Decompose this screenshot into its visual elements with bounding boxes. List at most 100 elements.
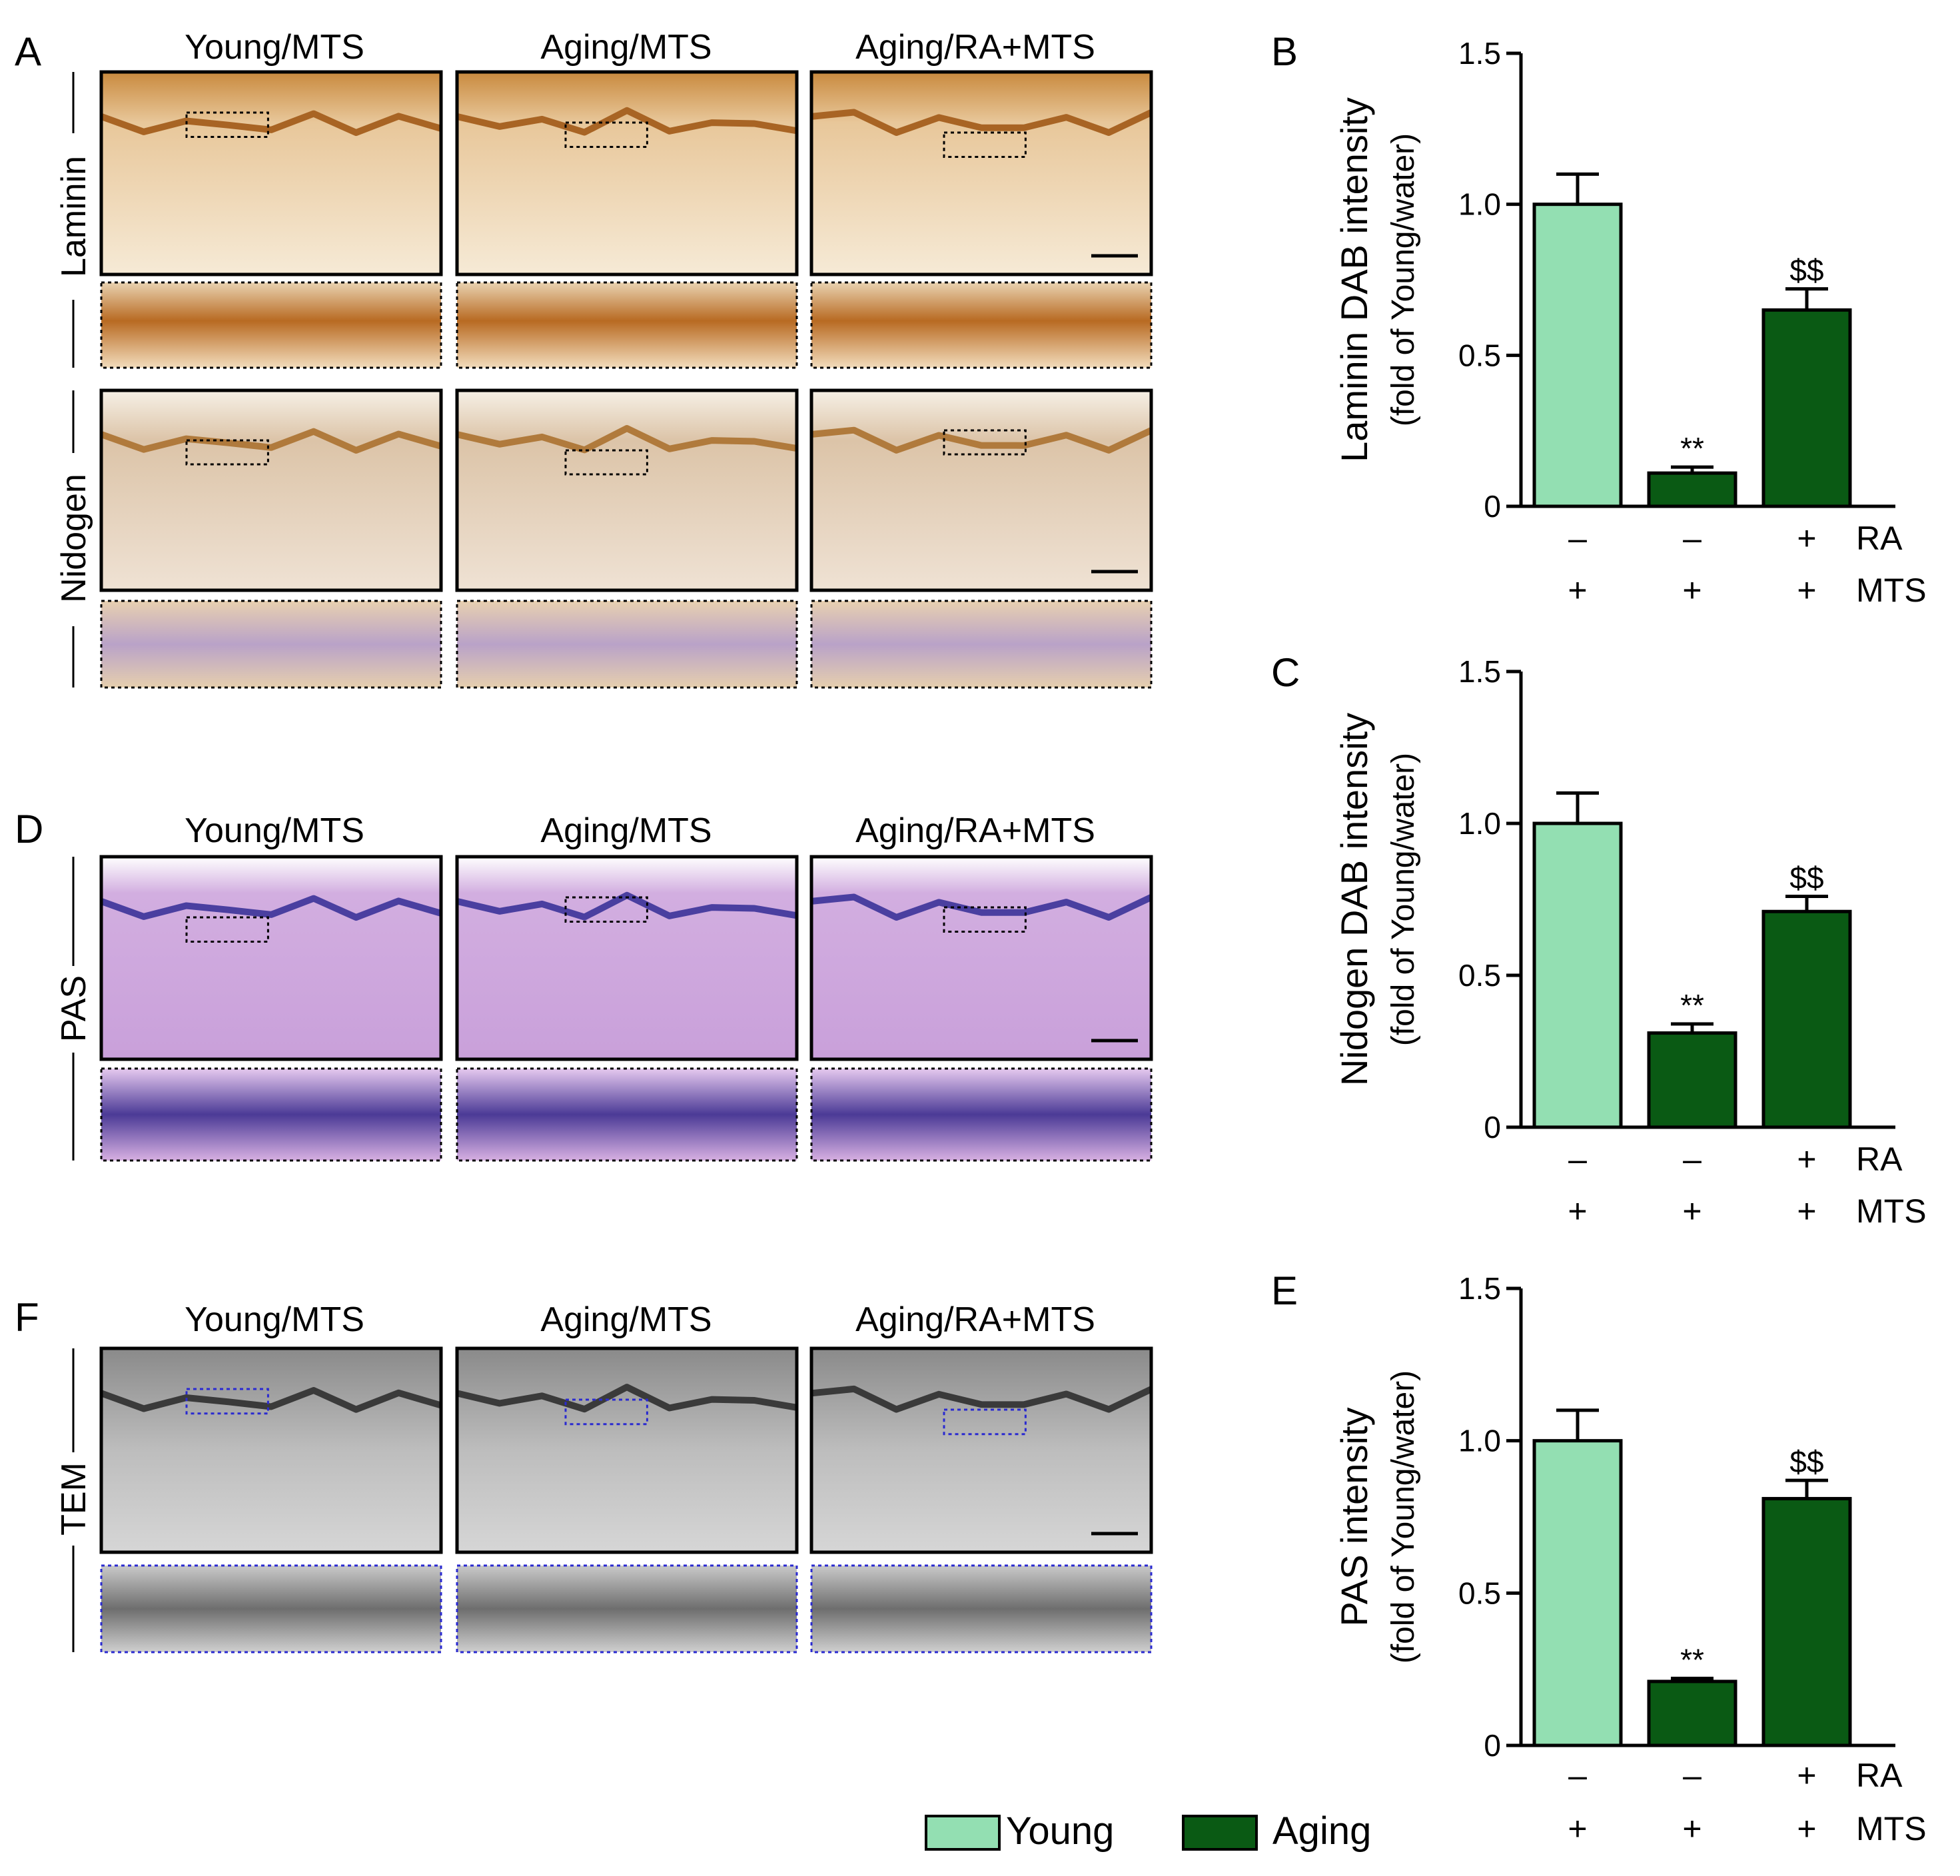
row-label-nidogen: Nidogen [55, 390, 93, 688]
bar-charts: 0 0.5 1.0 1.5 Laminin DAB intensity (fold of … [1333, 36, 1927, 1847]
chart-panel-b: 0 0.5 1.0 1.5 Laminin DAB intensity (fold of … [1333, 36, 1927, 609]
pas-epidermis-line [811, 893, 1153, 921]
bar-aging-ra-mts [1761, 909, 1852, 1129]
bar-aging-mts [1647, 471, 1737, 508]
nidogen-zoom-image [457, 601, 797, 688]
pas-zoom-frame [100, 1067, 442, 1162]
panel-label-e: E [1271, 1268, 1298, 1313]
condition-name-mts: MTS [1856, 1810, 1927, 1847]
pas-zoom-frame [810, 1067, 1153, 1162]
col-title-aging-ra: Aging/RA+MTS [855, 1300, 1095, 1339]
row-label-bg [60, 1452, 87, 1546]
panel-label-a: A [15, 29, 41, 74]
y-axis-label: PAS intensity [1333, 1408, 1375, 1627]
nidogen-zoom-box [943, 429, 1027, 456]
laminin-zoom-frame [100, 281, 442, 369]
bar-aging-mts [1647, 1679, 1737, 1747]
bar-young-mts [1532, 821, 1623, 1129]
tem-image-frame [99, 1346, 443, 1554]
y-tick-label: 1.5 [1458, 654, 1501, 689]
y-axis-label-sub: (fold of Young/water) [1386, 1370, 1421, 1663]
tem-zoom-frame [100, 1564, 442, 1653]
tem-epidermis-line [456, 1384, 797, 1413]
legend-swatch-young [925, 1815, 1001, 1851]
nidogen-epidermis-line [456, 425, 797, 454]
condition-sign: + [1568, 572, 1587, 609]
significance-label: ** [1680, 1642, 1704, 1677]
y-tick-label: 1.0 [1458, 187, 1501, 222]
tem-image-frame [455, 1346, 799, 1554]
legend: Young Aging [925, 1809, 1371, 1853]
pas-zoom-box [185, 916, 269, 943]
nidogen-zoom-frame [456, 600, 798, 689]
tem-zoom-box [185, 1388, 269, 1415]
row-label-bg [60, 133, 87, 300]
row-label-bg [60, 453, 87, 626]
significance-label: ** [1680, 988, 1704, 1023]
bar-aging-ra-mts [1761, 308, 1852, 508]
bar-young-mts [1532, 1439, 1623, 1747]
tem-zoom-frame [456, 1564, 798, 1653]
tem-zoom-frame [810, 1564, 1153, 1653]
bar-aging-mts [1647, 1031, 1737, 1129]
nidogen-zoom-frame [810, 600, 1153, 689]
laminin-image-frame [809, 70, 1153, 276]
tem-epidermis-line [100, 1387, 442, 1413]
condition-sign: – [1683, 1757, 1702, 1794]
laminin-image [811, 72, 1151, 274]
laminin-zoom-box [943, 131, 1027, 158]
laminin-zoom-image [457, 282, 797, 368]
panel-label-c: C [1271, 650, 1300, 695]
col-title-aging-ra: Aging/RA+MTS [855, 811, 1095, 850]
nidogen-image [101, 390, 441, 590]
nidogen-image-frame [99, 388, 443, 592]
tem-image [101, 1348, 441, 1552]
nidogen-image-frame [455, 388, 799, 592]
condition-sign: + [1797, 520, 1816, 557]
condition-sign: + [1797, 572, 1816, 609]
pas-image [811, 857, 1151, 1059]
row-label-bg [60, 966, 87, 1053]
condition-name-ra: RA [1856, 520, 1903, 557]
panel-label-d: D [15, 807, 43, 851]
nidogen-zoom-box [564, 449, 648, 476]
tem-zoom-box [564, 1398, 648, 1426]
tem-image [811, 1348, 1151, 1552]
significance-label: $$ [1789, 860, 1823, 895]
pas-zoom-image [101, 1069, 441, 1161]
y-axis-label: Laminin DAB intensity [1333, 97, 1375, 462]
laminin-image-frame [99, 70, 443, 276]
condition-sign: + [1568, 1810, 1587, 1847]
tem-zoom-box [943, 1408, 1027, 1436]
condition-sign: – [1568, 1141, 1587, 1178]
panel-label-f: F [15, 1295, 39, 1340]
col-title-aging-ra: Aging/RA+MTS [855, 28, 1095, 67]
laminin-zoom-image [811, 282, 1151, 368]
row-label-text: TEM [55, 1462, 93, 1536]
row-label-text: Laminin [55, 156, 93, 277]
bar-aging-ra-mts [1761, 1497, 1852, 1747]
pas-zoom-image [457, 1069, 797, 1161]
row-label-laminin: Laminin [55, 72, 93, 368]
laminin-image [101, 72, 441, 274]
pas-image [101, 857, 441, 1059]
chart-panel-c: 0 0.5 1.0 1.5 Nidogen DAB intensity (fold of … [1333, 654, 1927, 1230]
condition-sign: + [1797, 1141, 1816, 1178]
y-axis-label-sub: (fold of Young/water) [1386, 133, 1421, 426]
condition-sign: – [1568, 520, 1587, 557]
significance-label: $$ [1789, 1444, 1823, 1479]
tem-epidermis-line [811, 1385, 1153, 1413]
y-axis-label: Nidogen DAB intensity [1333, 713, 1375, 1086]
condition-name-mts: MTS [1856, 572, 1927, 609]
laminin-image-frame [455, 70, 799, 276]
y-tick-label: 0 [1484, 1110, 1501, 1145]
pas-image [457, 857, 797, 1059]
pas-epidermis-line [456, 891, 797, 921]
condition-sign: + [1682, 1192, 1702, 1230]
legend-swatch-aging [1182, 1815, 1258, 1851]
condition-sign: + [1797, 1757, 1816, 1794]
condition-sign: – [1568, 1757, 1587, 1794]
y-tick-label: 0.5 [1458, 958, 1501, 993]
